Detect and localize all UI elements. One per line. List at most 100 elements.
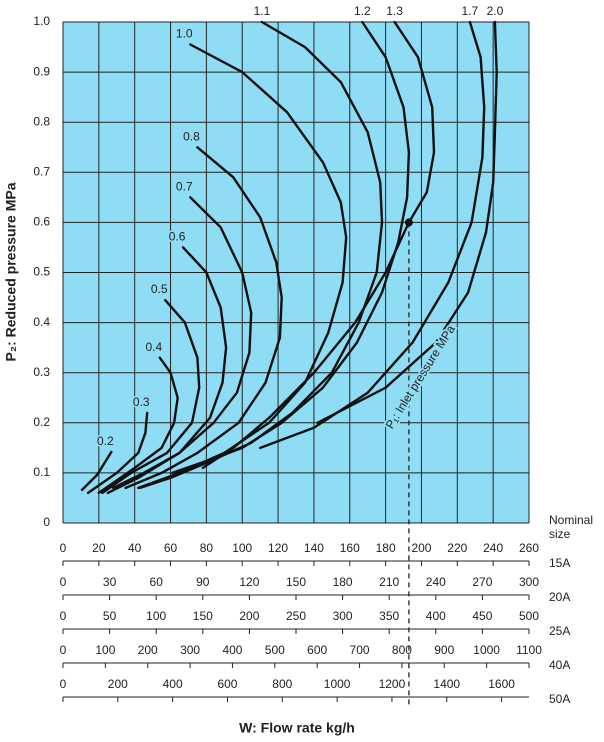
curve-label: 0.4	[145, 340, 162, 354]
x-tick-label: 200	[239, 609, 259, 623]
x-tick-label: 200	[411, 541, 431, 555]
x-tick-label: 300	[180, 643, 200, 657]
curve-label: 1.2	[354, 4, 371, 18]
curve-label: 0.3	[133, 395, 150, 409]
x-tick-label: 0	[60, 609, 67, 623]
pressure-curve	[201, 20, 436, 470]
x-tick-label: 0	[60, 541, 67, 555]
x-tick-label: 180	[333, 575, 353, 589]
curve-label: 1.1	[254, 4, 271, 18]
x-tick-label: 800	[392, 643, 412, 657]
x-tick-label: 200	[138, 643, 158, 657]
y-axis-title: P₂: Reduced pressure MPa	[3, 182, 19, 361]
x-tick-label: 270	[472, 575, 492, 589]
curve-label: 2.0	[487, 4, 504, 18]
y-tick-label: 0.5	[33, 265, 50, 279]
pressure-curve	[124, 146, 283, 490]
x-tick-label: 1000	[324, 677, 351, 691]
x-tick-label: 150	[193, 609, 213, 623]
pressure-curve	[86, 411, 149, 495]
pressure-curve	[171, 20, 411, 475]
y-tick-label: 0.7	[33, 164, 50, 178]
x-tick-label: 150	[286, 575, 306, 589]
x-tick-label: 140	[304, 541, 324, 555]
x-tick-label: 100	[146, 609, 166, 623]
x-tick-label: 80	[200, 541, 214, 555]
x-tick-label: 0	[60, 575, 67, 589]
operating-point	[404, 218, 413, 227]
y-tick-label: 0.4	[33, 315, 50, 329]
x-tick-label: 900	[434, 643, 454, 657]
x-axis-title: W: Flow rate kg/h	[239, 720, 355, 736]
pressure-curve	[97, 356, 179, 495]
curve-label: 0.2	[97, 434, 114, 448]
x-tick-label: 1200	[379, 677, 406, 691]
x-tick-label: 500	[265, 643, 285, 657]
x-tick-label: 30	[103, 575, 117, 589]
x-tick-label: 400	[163, 677, 183, 691]
y-tick-label: 0.2	[33, 415, 50, 429]
x-tick-label: 240	[426, 575, 446, 589]
curve-label: 0.6	[169, 230, 186, 244]
x-axis-name: 20A	[549, 590, 570, 604]
x-tick-label: 600	[217, 677, 237, 691]
x-tick-label: 1400	[433, 677, 460, 691]
curve-label: 0.5	[151, 282, 168, 296]
x-tick-label: 400	[426, 609, 446, 623]
curve-label: 1.3	[386, 4, 403, 18]
x-tick-label: 1000	[473, 643, 500, 657]
x-tick-label: 60	[150, 575, 164, 589]
x-axis-name: 50A	[549, 692, 570, 706]
curve-label: 0.8	[183, 129, 200, 143]
x-tick-label: 20	[92, 541, 106, 555]
y-tick-label: 0.8	[33, 114, 50, 128]
x-tick-label: 350	[379, 609, 399, 623]
x-tick-label: 240	[483, 541, 503, 555]
x-tick-label: 120	[239, 575, 259, 589]
pressure-curve	[111, 196, 253, 490]
x-tick-label: 1100	[516, 643, 542, 657]
x-tick-label: 160	[340, 541, 360, 555]
x-tick-label: 300	[519, 575, 539, 589]
x-tick-label: 100	[232, 541, 252, 555]
x-tick-label: 120	[268, 541, 288, 555]
x-tick-label: 90	[196, 575, 210, 589]
curve-label: 1.0	[176, 27, 193, 41]
y-tick-label: 0.9	[33, 64, 50, 78]
x-tick-label: 700	[350, 643, 370, 657]
x-tick-label: 180	[376, 541, 396, 555]
y-tick-label: 0	[43, 515, 50, 529]
x-tick-label: 250	[286, 609, 306, 623]
x-tick-label: 0	[60, 643, 67, 657]
x-axis-name: 15A	[549, 556, 570, 570]
x-tick-label: 600	[307, 643, 327, 657]
x-tick-label: 50	[103, 609, 117, 623]
y-tick-label: 0.1	[33, 465, 50, 479]
x-tick-label: 800	[272, 677, 292, 691]
x-tick-label: 220	[447, 541, 467, 555]
x-tick-label: 40	[128, 541, 142, 555]
pressure-curve	[80, 450, 113, 492]
x-tick-label: 260	[519, 541, 539, 555]
x-tick-label: 60	[164, 541, 178, 555]
x-tick-label: 500	[519, 609, 539, 623]
x-axis-name: 25A	[549, 624, 570, 638]
curve-label: 0.7	[176, 180, 193, 194]
pressure-curve	[316, 20, 498, 424]
y-tick-label: 0.3	[33, 365, 50, 379]
x-tick-label: 1600	[488, 677, 515, 691]
curve-label: 1.7	[462, 4, 479, 18]
x-tick-label: 450	[472, 609, 492, 623]
pressure-curve	[101, 298, 201, 495]
x-axis-name: 40A	[549, 658, 570, 672]
x-tick-label: 300	[333, 609, 353, 623]
nominal-size-label: Nominal size	[549, 513, 593, 541]
x-tick-label: 400	[222, 643, 242, 657]
x-tick-label: 100	[95, 643, 115, 657]
x-tick-label: 210	[379, 575, 399, 589]
y-tick-label: 0.6	[33, 215, 50, 229]
x-tick-label: 200	[108, 677, 128, 691]
x-tick-label: 0	[60, 677, 67, 691]
y-tick-label: 1.0	[33, 14, 50, 28]
